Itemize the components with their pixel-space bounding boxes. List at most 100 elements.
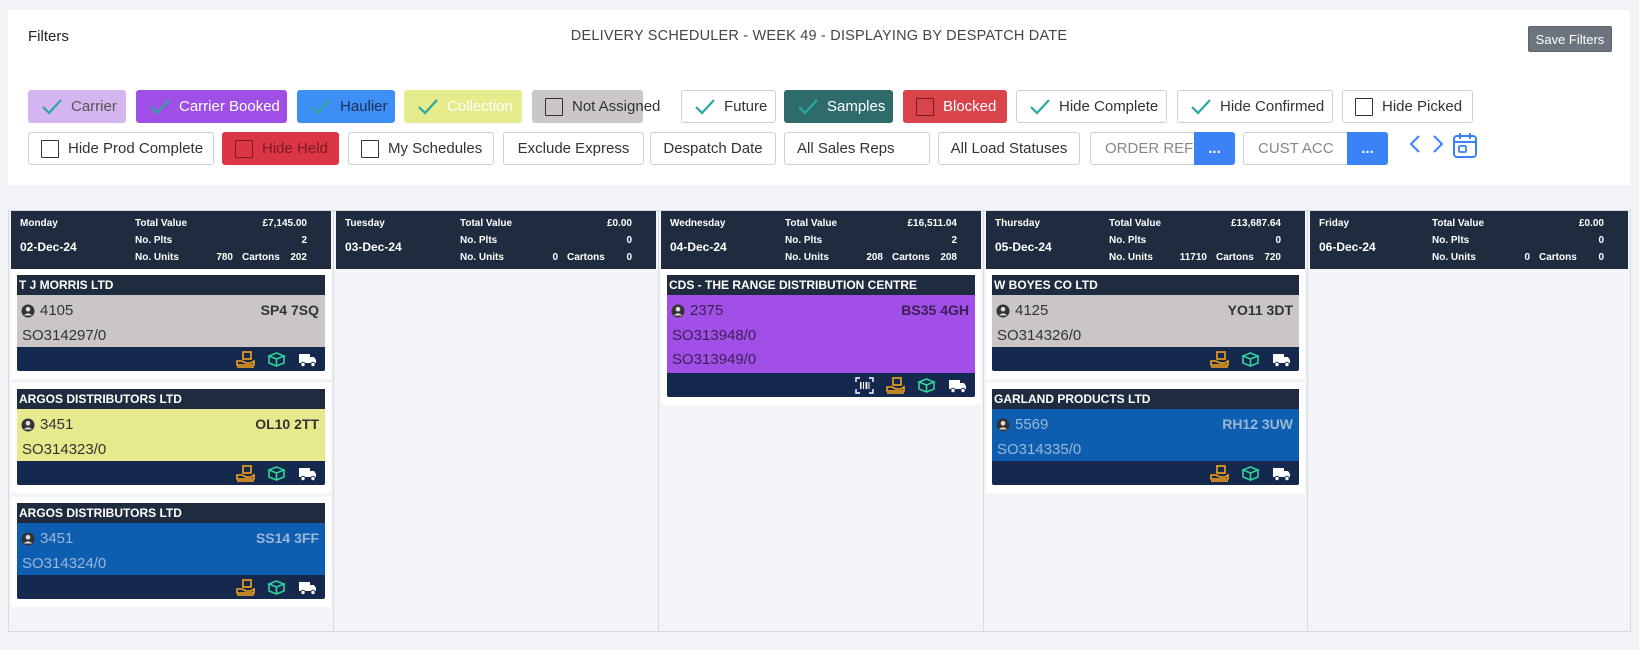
no-units-value: 0 [552,252,558,263]
despatch-date-select[interactable]: Despatch Date [650,132,776,165]
day-date: 03-Dec-24 [345,240,402,254]
box-icon[interactable] [267,351,286,368]
card-order-ref[interactable]: SO313948/0 [672,327,757,344]
save-filters-button[interactable]: Save Filters [1528,26,1612,52]
filter-label: Samples [827,98,886,115]
delivery-card[interactable]: ARGOS DISTRIBUTORS LTD 3451 SS14 3FF SO3143… [11,497,331,607]
filter-not-assigned-toggle[interactable]: Not Assigned [532,90,660,123]
card-body: 4105 SP4 7SQ SO314297/0 [17,295,325,347]
user-circle-icon [671,304,690,318]
card-order-ref[interactable]: SO314323/0 [22,441,107,458]
filter-label: Not Assigned [572,98,661,115]
filter-hide-picked-toggle[interactable]: Hide Picked [1342,90,1473,123]
checkbox-unchecked-icon [41,139,59,158]
account-number: 3451 [40,530,74,547]
filter-collection-toggle[interactable]: Collection [404,90,522,123]
delivery-card[interactable]: ARGOS DISTRIBUTORS LTD 3451 OL10 2TT SO3143… [11,383,331,493]
truck-icon[interactable] [298,351,317,368]
order-ref-search-button[interactable]: ... [1194,132,1235,165]
hand-package-icon[interactable] [236,464,255,482]
filter-label: Carrier Booked [179,98,280,115]
filter-hide-confirmed-toggle[interactable]: Hide Confirmed [1177,90,1333,123]
truck-icon[interactable] [1272,351,1291,368]
truck-icon[interactable] [948,377,967,394]
filter-hide-complete-toggle[interactable]: Hide Complete [1016,90,1167,123]
card-body: 2375 BS35 4GH SO313948/0 SO313949/0 [667,295,975,373]
check-icon [797,97,819,117]
filter-label: Hide Complete [1059,98,1159,115]
hand-package-icon[interactable] [1210,350,1229,368]
filter-future-toggle[interactable]: Future [681,90,776,123]
user-circle-icon [21,532,40,546]
card-customer-name: ARGOS DISTRIBUTORS LTD [17,389,325,409]
card-postcode: OL10 2TT [255,416,319,432]
truck-icon[interactable] [298,579,317,596]
total-value-label: Total Value [1109,218,1162,229]
no-units-label: No. Units [1109,252,1153,263]
barcode-scan-icon[interactable] [855,376,874,394]
card-account: 3451 [21,416,73,433]
user-circle-icon [21,304,40,318]
hand-package-icon[interactable] [236,578,255,596]
filter-carrier-booked-toggle[interactable]: Carrier Booked [136,90,287,123]
card-order-ref[interactable]: SO314326/0 [997,327,1082,344]
total-value-label: Total Value [1432,218,1485,229]
exclude-express-button[interactable]: Exclude Express [503,132,644,165]
card-order-ref[interactable]: SO314335/0 [997,441,1082,458]
no-plts-value: 0 [626,235,632,246]
delivery-card[interactable]: CDS - THE RANGE DISTRIBUTION CENTRE 2375 B… [661,269,981,405]
hand-package-icon[interactable] [886,376,905,394]
hand-package-icon[interactable] [1210,464,1229,482]
card-body: 3451 SS14 3FF SO314324/0 [17,523,325,575]
filter-hide-held-toggle[interactable]: Hide Held [222,132,339,165]
account-number: 5569 [1015,416,1049,433]
filter-samples-toggle[interactable]: Samples [784,90,893,123]
box-icon[interactable] [1241,351,1260,368]
check-icon [310,97,332,117]
filter-haulier-toggle[interactable]: Haulier [297,90,395,123]
filter-label: Hide Held [262,140,328,157]
box-icon[interactable] [917,377,936,394]
card-account: 4125 [996,302,1048,319]
check-icon [41,97,63,117]
cust-acc-input[interactable] [1243,132,1347,165]
no-units-value: 0 [1524,252,1530,263]
delivery-card[interactable]: T J MORRIS LTD 4105 SP4 7SQ SO314297/0 [11,269,331,379]
filter-blocked-toggle[interactable]: Blocked [903,90,1007,123]
no-plts-label: No. Plts [785,235,823,246]
filter-my-schedules-toggle[interactable]: My Schedules [348,132,494,165]
filter-label: Hide Prod Complete [68,140,204,157]
card-order-ref[interactable]: SO314324/0 [22,555,107,572]
chevron-left-icon[interactable] [1406,132,1424,156]
truck-icon[interactable] [298,465,317,482]
cust-acc-search-button[interactable]: ... [1347,132,1388,165]
box-icon[interactable] [1241,465,1260,482]
page-title: DELIVERY SCHEDULER - WEEK 49 - DISPLAYIN… [570,28,1068,44]
card-order-ref[interactable]: SO314297/0 [22,327,107,344]
filter-label: Hide Confirmed [1220,98,1325,115]
checkbox-unchecked-icon [916,97,934,116]
hand-package-icon[interactable] [236,350,255,368]
no-plts-value: 2 [301,235,307,246]
cust-acc-search: ... [1243,132,1388,165]
cartons-label: Cartons [892,252,930,263]
card-actions [992,347,1299,371]
chevron-right-icon[interactable] [1429,132,1447,156]
calendar-icon[interactable] [1452,131,1478,159]
day-name: Thursday [995,218,1041,229]
delivery-card[interactable]: W BOYES CO LTD 4125 YO11 3DT SO314326/0 [986,269,1305,379]
card-postcode: BS35 4GH [901,302,969,318]
card-body: 3451 OL10 2TT SO314323/0 [17,409,325,461]
truck-icon[interactable] [1272,465,1291,482]
filter-hide-prod-complete-toggle[interactable]: Hide Prod Complete [28,132,214,165]
day-header: Thursday 05-Dec-24 Total Value £13,687.64 No… [986,211,1305,269]
box-icon[interactable] [267,465,286,482]
filter-carrier-toggle[interactable]: Carrier [28,90,126,123]
delivery-card[interactable]: GARLAND PRODUCTS LTD 5569 RH12 3UW SO314335… [986,383,1305,493]
box-icon[interactable] [267,579,286,596]
day-name: Monday [20,218,58,229]
sales-reps-select[interactable]: All Sales Reps [784,132,930,165]
order-ref-input[interactable] [1090,132,1194,165]
load-statuses-select[interactable]: All Load Statuses [938,132,1080,165]
card-order-ref[interactable]: SO313949/0 [672,351,757,368]
